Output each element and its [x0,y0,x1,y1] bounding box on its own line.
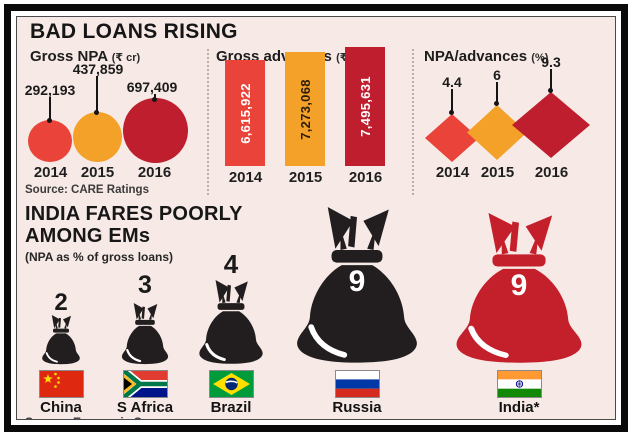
pointer-line [96,76,98,113]
brazil-value: 4 [223,249,239,279]
diamond-value-2014: 4.4 [442,74,462,90]
diamond-value-2015: 6 [493,67,501,83]
content-area: BAD LOANS RISING Gross NPA (₹ cr) 292,19… [17,17,615,419]
south-africa-flag-icon [123,370,168,398]
brazil-flag-icon [209,370,254,398]
china-flag-icon [39,370,84,398]
inner-frame: BAD LOANS RISING Gross NPA (₹ cr) 292,19… [16,16,616,420]
gross-npa-title: Gross NPA (₹ cr) [30,48,141,65]
bubble-value-2014: 292,193 [24,82,76,98]
year-label: 2015 [480,164,515,181]
russia-flag-icon [335,370,380,398]
country-label-india: India* [498,399,540,416]
year-label: 2016 [137,164,172,181]
gross-npa-unit: (₹ cr) [111,52,141,64]
bubble-2016 [123,98,188,163]
npa-advances-title: NPA/advances (%) [424,48,549,65]
bar-2016: 7,495,631 [345,47,385,166]
pointer-dot [449,110,454,115]
npa-advances-unit: (%) [531,52,549,64]
diamond-2016 [512,92,590,158]
pointer-line [550,69,552,89]
ems-heading-line2: AMONG EMs [25,225,151,247]
diamond-2015 [467,105,527,160]
bar-2015: 7,273,068 [285,52,325,166]
india-value: 9 [510,269,528,302]
year-label: 2014 [33,164,68,181]
bar-value-2015: 7,273,068 [297,78,313,140]
russia-value: 9 [348,265,366,298]
year-label: 2014 [435,164,470,181]
source-care-ratings: Source: CARE Ratings [25,184,149,196]
india-flag-icon [497,370,542,398]
outer-frame: BAD LOANS RISING Gross NPA (₹ cr) 292,19… [4,4,628,432]
year-label: 2014 [228,169,263,186]
bubble-value-2015: 437,859 [72,61,124,77]
bubble-2014 [28,120,72,162]
panel-divider [412,49,414,195]
pointer-dot [94,110,99,115]
bubble-2015 [73,112,122,162]
pointer-line [451,89,453,112]
bar-value-2016: 7,495,631 [357,76,373,137]
bar-value-2014: 6,615,922 [237,82,253,144]
country-label-brazil: Brazil [210,399,252,416]
diamond-2014 [425,114,479,162]
money-bag-icon [194,280,268,365]
page-title: BAD LOANS RISING [30,20,238,43]
pointer-dot [152,97,157,102]
money-bag-icon [118,303,172,365]
ems-heading-line1: INDIA FARES POORLY [25,203,243,225]
source-economic-survey: Source: Economic Survey [25,415,174,419]
year-label: 2015 [80,164,115,181]
country-label-safrica: S Africa [116,399,174,416]
pointer-dot [494,101,499,106]
diamond-value-2016: 9.3 [541,54,561,70]
country-label-russia: Russia [332,399,382,416]
year-label: 2016 [534,164,569,181]
money-bag-icon [39,315,83,365]
china-value: 2 [54,289,68,316]
pointer-line [496,82,498,103]
bubble-value-2016: 697,409 [126,79,178,95]
year-label: 2016 [348,169,383,186]
year-label: 2015 [288,169,323,186]
ems-subtitle: (NPA as % of gross loans) [25,250,174,264]
pointer-line [49,97,51,121]
pointer-dot [548,88,553,93]
safrica-value: 3 [138,271,152,299]
country-label-china: China [40,399,82,416]
bar-2014: 6,615,922 [225,60,265,166]
pointer-dot [47,118,52,123]
panel-divider [207,49,209,195]
